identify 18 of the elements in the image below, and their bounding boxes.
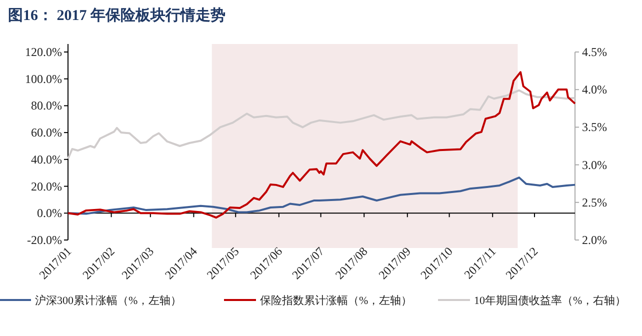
y2-tick-label: 2.0% <box>582 233 607 247</box>
y-tick-label: 20.0% <box>31 179 62 194</box>
legend-label: 保险指数累计涨幅（%，左轴） <box>260 294 412 307</box>
y-tick-label: -20.0% <box>27 233 62 247</box>
y2-tick-label: 2.5% <box>582 195 607 210</box>
y-tick-label: 120.0% <box>25 45 62 59</box>
y-tick-label: 60.0% <box>31 126 62 140</box>
y2-tick-label: 4.5% <box>582 45 607 59</box>
y-tick-label: 100.0% <box>25 72 62 86</box>
y2-tick-label: 3.5% <box>582 120 607 134</box>
y-tick-label: 0.0% <box>37 206 62 220</box>
legend-label: 10年期国债收益率（%，右轴） <box>474 294 626 307</box>
y-tick-label: 40.0% <box>31 152 62 166</box>
y-tick-label: 80.0% <box>31 98 62 113</box>
y2-tick-label: 4.0% <box>582 82 607 97</box>
title: 图16： 2017 年保险板块行情走势 <box>8 8 226 24</box>
legend-label: 沪深300累计涨幅（%，左轴） <box>35 294 182 307</box>
y2-tick-label: 3.0% <box>582 158 607 172</box>
